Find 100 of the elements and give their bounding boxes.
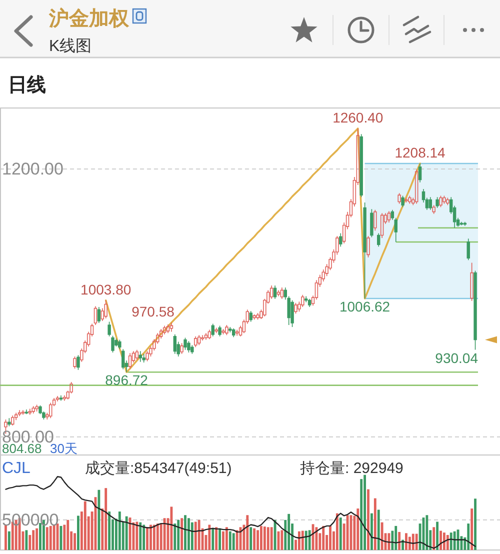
bar	[329, 526, 332, 550]
candlestick	[376, 232, 380, 248]
candlestick	[401, 195, 404, 208]
bar	[136, 522, 138, 550]
candlestick	[235, 329, 239, 336]
bar	[184, 515, 186, 550]
bar	[288, 514, 290, 550]
bar	[46, 527, 48, 550]
candlestick	[294, 302, 298, 314]
bar	[432, 527, 436, 550]
bar	[108, 512, 111, 550]
bar	[52, 524, 56, 550]
bar	[212, 528, 214, 550]
candlestick	[304, 296, 308, 303]
candlestick	[118, 339, 122, 350]
candlestick	[108, 321, 111, 337]
bar	[270, 527, 273, 550]
bar	[370, 513, 373, 550]
bar	[190, 522, 194, 550]
candlestick	[380, 212, 384, 238]
bar	[49, 526, 52, 550]
candlestick	[252, 314, 256, 320]
candlestick	[11, 415, 14, 426]
candlestick	[228, 326, 232, 333]
candlestick	[249, 310, 252, 322]
bar	[77, 516, 80, 550]
candlestick	[146, 350, 149, 362]
bar	[304, 530, 308, 550]
candlestick	[474, 270, 477, 350]
bar	[360, 479, 363, 550]
bar	[280, 530, 284, 550]
bar	[426, 515, 428, 550]
candlestick	[35, 404, 38, 412]
bar	[298, 531, 300, 550]
text: 日线	[8, 74, 46, 96]
candlestick	[170, 322, 174, 332]
candlestick	[276, 290, 280, 297]
bar	[308, 530, 311, 550]
candlestick	[270, 285, 274, 300]
bar	[142, 524, 146, 550]
bar	[374, 498, 376, 550]
candlestick	[18, 410, 22, 417]
bar	[8, 531, 10, 550]
candlestick	[225, 324, 228, 336]
annotation: 成交量:854347(49:51)	[85, 460, 232, 477]
bar	[436, 522, 439, 550]
candlestick	[214, 327, 218, 334]
chart-title: 沪金加权	[48, 7, 130, 30]
bar	[380, 522, 384, 550]
candlestick	[204, 332, 208, 340]
candlestick	[470, 262, 474, 302]
candlestick	[173, 334, 177, 354]
bar	[236, 530, 238, 550]
bar	[412, 534, 414, 550]
bar	[170, 506, 173, 550]
candlestick	[432, 204, 436, 214]
candlestick	[366, 236, 370, 258]
bar	[174, 524, 176, 550]
bar	[163, 518, 166, 550]
candlestick	[122, 348, 125, 370]
bar	[440, 530, 442, 550]
candlestick	[387, 210, 391, 223]
candlestick	[21, 410, 25, 416]
bar	[74, 533, 76, 550]
bar	[453, 531, 456, 550]
bar	[32, 530, 35, 550]
bar	[394, 526, 398, 550]
candlestick	[135, 349, 139, 360]
bar	[194, 522, 197, 550]
bar	[356, 508, 360, 550]
candlestick	[280, 287, 284, 300]
bar	[467, 524, 470, 550]
candlestick	[197, 334, 201, 346]
data-label: 1260.40	[332, 110, 384, 126]
bar	[66, 520, 70, 550]
bar	[253, 528, 256, 550]
candlestick	[138, 350, 142, 362]
bar	[25, 530, 28, 550]
candlestick	[398, 192, 401, 204]
candlestick	[273, 285, 277, 300]
bar	[118, 512, 121, 550]
bar	[415, 534, 418, 550]
candlestick	[8, 418, 11, 427]
bar	[228, 531, 232, 550]
bar	[315, 527, 318, 550]
bar	[322, 526, 325, 550]
annotation: 804.68	[2, 441, 42, 456]
candlestick	[439, 195, 442, 208]
candlestick	[32, 406, 35, 414]
candlestick	[414, 169, 418, 204]
bar	[301, 530, 304, 550]
candlestick	[104, 300, 108, 319]
y-tick-label: 1200.00	[2, 159, 64, 178]
bar	[177, 520, 180, 550]
candlestick	[166, 324, 170, 334]
candlestick	[24, 409, 28, 415]
data-label: 1003.80	[80, 281, 132, 298]
bar	[266, 527, 270, 550]
candlestick	[111, 335, 114, 353]
candlestick	[308, 298, 312, 308]
